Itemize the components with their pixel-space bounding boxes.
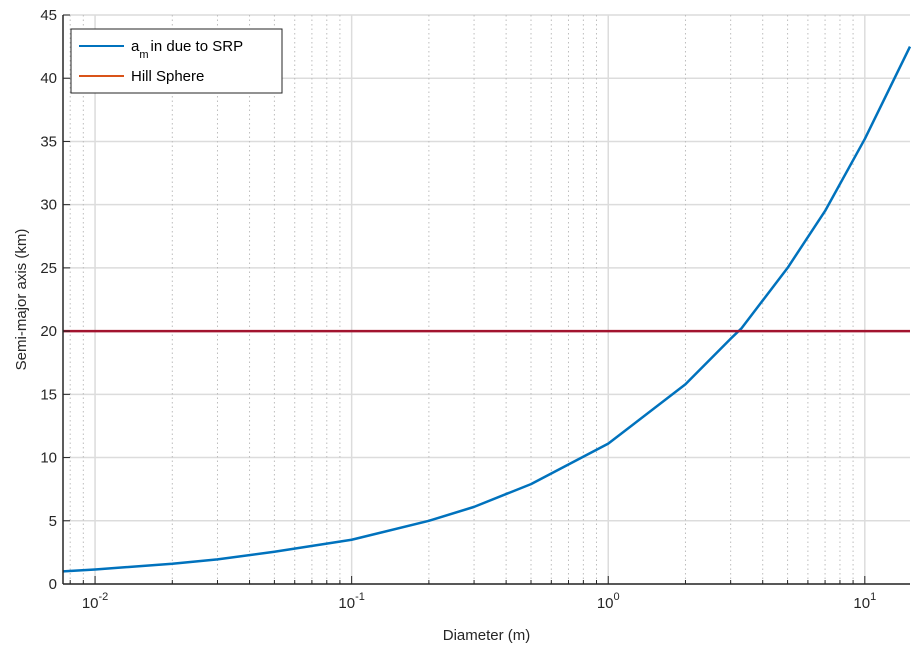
y-tick-label: 20: [40, 323, 57, 340]
axes: 0 5 10 15 20 25 30 35 40 45 10-2 10-1 100 101 Diameter…: [13, 7, 910, 644]
y-tick-label: 5: [49, 513, 57, 530]
x-tick-label: 101: [853, 591, 876, 612]
series-group: [62, 46, 911, 573]
legend-label-am-in-srp: am in due to SRP: [131, 38, 243, 61]
x-tick-label: 100: [597, 591, 620, 612]
legend-box: [70, 28, 283, 94]
y-tick-label: 10: [40, 450, 57, 467]
y-tick-label: 25: [40, 260, 57, 277]
x-tick-label: 10-1: [338, 591, 364, 612]
x-tick-label: 10-2: [82, 591, 108, 612]
y-axis-title: Semi-major axis (km): [13, 229, 30, 371]
y-tick-label: 0: [49, 576, 57, 593]
x-axis-title: Diameter (m): [443, 627, 531, 644]
y-tick-label: 35: [40, 133, 57, 150]
legend: am in due to SRP Hill Sphere: [70, 28, 283, 94]
y-tick-label: 15: [40, 386, 57, 403]
y-tick-label: 30: [40, 197, 57, 214]
grid: [63, 14, 910, 585]
legend-label-hill-sphere: Hill Sphere: [131, 68, 204, 85]
y-tick-label: 45: [40, 7, 57, 24]
series-line-am-in-srp: [62, 46, 911, 573]
y-tick-label: 40: [40, 70, 57, 87]
